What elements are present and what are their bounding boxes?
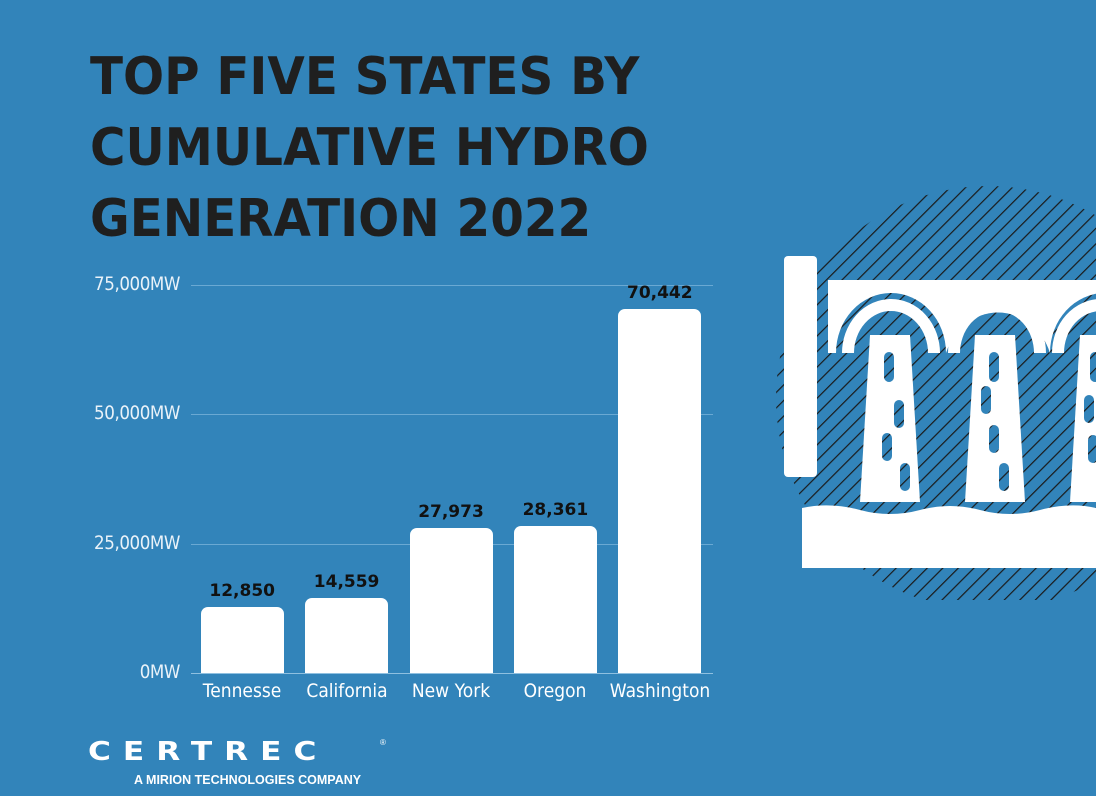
y-tick-label: 75,000MW [94,273,180,295]
certrec-logo: CERTREC ® A MIRION TECHNOLOGIES COMPANY [88,738,386,787]
title-line-3: GENERATION 2022 [90,189,592,249]
bar-value-label: 14,559 [313,571,380,592]
x-category-label: California [305,680,388,702]
gridline [191,285,713,286]
x-axis-baseline [191,673,713,674]
bar-tennesse [200,606,284,673]
gridline [191,414,713,416]
x-category-label: New York [411,680,491,702]
title-line-1: TOP FIVE STATES BY [90,47,640,107]
bar-california [305,597,389,673]
bar-value-label: 28,361 [522,500,589,521]
x-category-label: Washington [609,680,711,702]
registered-mark: ® [380,738,386,747]
logo-tagline: A MIRION TECHNOLOGIES COMPANY [134,773,362,787]
bar-oregon [513,526,597,673]
x-category-label: Oregon [523,680,587,702]
bar-value-label: 27,973 [418,502,484,523]
logo-wordmark: CERTREC [88,737,329,767]
bar-chart: 0MW 25,000MW 50,000MW 75,000MW 12,850 Tenness… [94,273,713,702]
y-tick-label: 0MW [139,661,181,683]
bar-value-label: 70,442 [626,282,693,303]
y-tick-label: 50,000MW [94,402,180,425]
y-tick-label: 25,000MW [94,531,180,554]
x-category-label: Tennesse [202,680,282,702]
hydro-dam-icon [770,180,1096,610]
bar-washington [618,308,702,673]
bar-value-label: 12,850 [209,580,275,601]
title-line-2: CUMULATIVE HYDRO [90,118,649,178]
chart-title: TOP FIVE STATES BY CUMULATIVE HYDRO GENE… [90,42,649,255]
bar-new-york [409,528,493,673]
